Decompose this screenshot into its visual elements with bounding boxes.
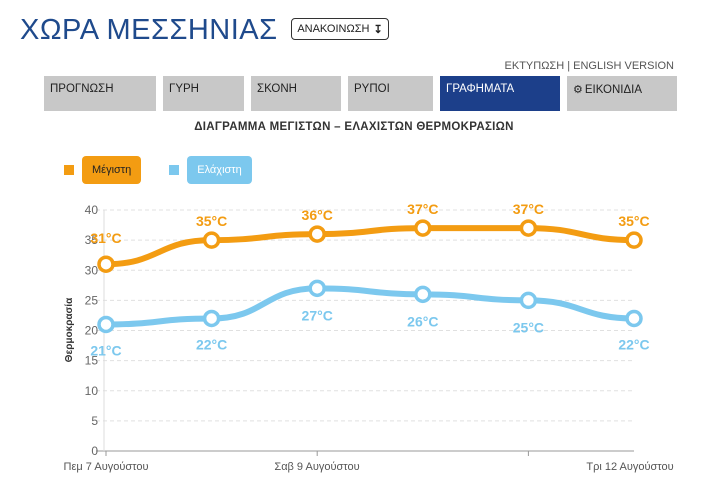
data-point-min[interactable]	[97, 315, 115, 334]
y-tick-label: 30	[85, 263, 99, 277]
x-tick-label: Πεμ 7 Αυγούστου	[64, 461, 149, 473]
data-label-min: 21°C	[90, 342, 121, 358]
y-tick-label: 25	[85, 293, 99, 307]
legend-label-max: Μέγιστη	[82, 156, 142, 184]
y-tick-label: 15	[85, 354, 99, 368]
y-tick-label: 40	[85, 203, 99, 217]
tab-dust[interactable]: ΣΚΟΝΗ	[251, 76, 341, 111]
x-tick-label: Τρι 12 Αυγούστου	[586, 461, 673, 473]
link-separator: |	[567, 60, 571, 72]
tab-pollen[interactable]: ΓΥΡΗ	[163, 76, 244, 111]
english-version-link[interactable]: ENGLISH VERSION	[573, 60, 674, 72]
y-axis-label: Θερμοκρασία	[64, 297, 75, 362]
chart-legend: Μέγιστη Ελάχιστη	[64, 156, 252, 184]
tab-pollutants[interactable]: ΡΥΠΟΙ	[348, 76, 433, 111]
data-label-max: 31°C	[90, 230, 121, 246]
data-label-max: 37°C	[407, 201, 438, 217]
tab-label: ΣΚΟΝΗ	[257, 83, 297, 95]
data-point-min[interactable]	[519, 291, 538, 310]
series-line-max	[103, 225, 637, 268]
data-point-max[interactable]	[202, 231, 221, 249]
data-label-min: 22°C	[618, 336, 649, 352]
legend-item-min[interactable]: Ελάχιστη	[169, 156, 252, 184]
tab-label: ΕΙΚΟΝΙΔΙΑ	[584, 84, 643, 96]
data-label-max: 36°C	[302, 207, 333, 223]
print-link[interactable]: ΕΚΤΥΠΩΣΗ	[504, 60, 565, 72]
y-tick-label: 35	[85, 233, 99, 247]
data-point-max[interactable]	[97, 255, 115, 273]
data-label-max: 35°C	[618, 213, 649, 229]
tab-forecast[interactable]: ΠΡΟΓΝΩΣΗ	[44, 76, 156, 111]
tab-label: ΓΡΑΦΗΜΑΤΑ	[446, 83, 515, 95]
data-point-max[interactable]	[625, 231, 643, 249]
tab-label: ΓΥΡΗ	[169, 83, 199, 95]
data-label-min: 27°C	[302, 307, 333, 323]
x-tick-label: Σαβ 9 Αυγούστου	[274, 461, 359, 473]
legend-swatch-max	[64, 165, 74, 175]
legend-swatch-min	[169, 165, 180, 175]
y-tick-label: 0	[91, 444, 98, 458]
arrow-down-icon: ↧	[373, 23, 383, 36]
data-point-min[interactable]	[625, 309, 643, 328]
data-label-max: 37°C	[513, 201, 544, 217]
data-point-max[interactable]	[308, 225, 326, 243]
tab-icons[interactable]: ⚙ ΕΙΚΟΝΙΔΙΑ	[567, 76, 677, 111]
tab-label: ΡΥΠΟΙ	[354, 83, 390, 95]
data-label-min: 25°C	[513, 319, 544, 335]
announcement-label: ΑΝΑΚΟΙΝΩΣΗ	[297, 23, 370, 35]
gear-icon: ⚙	[573, 84, 583, 96]
announcement-button[interactable]: ΑΝΑΚΟΙΝΩΣΗ ↧	[291, 18, 389, 40]
y-tick-label: 5	[91, 414, 98, 428]
tab-charts[interactable]: ΓΡΑΦΗΜΑΤΑ	[440, 76, 560, 111]
data-point-min[interactable]	[202, 309, 221, 328]
data-point-min[interactable]	[414, 285, 432, 304]
y-tick-label: 10	[85, 384, 99, 398]
tab-label: ΠΡΟΓΝΩΣΗ	[50, 83, 114, 95]
data-point-max[interactable]	[414, 219, 432, 237]
page-title: ΧΩΡΑ ΜΕΣΣΗΝΙΑΣ	[20, 14, 278, 46]
data-label-min: 26°C	[407, 313, 438, 329]
series-line-min	[103, 285, 637, 328]
top-links: ΕΚΤΥΠΩΣΗ | ENGLISH VERSION	[505, 60, 674, 72]
legend-item-max[interactable]: Μέγιστη	[64, 156, 142, 184]
data-label-min: 22°C	[196, 336, 227, 352]
data-label-max: 35°C	[196, 213, 227, 229]
data-point-min[interactable]	[308, 279, 326, 298]
legend-label-min: Ελάχιστη	[187, 156, 252, 184]
chart-title: ΔΙΑΓΡΑΜΜΑ ΜΕΓΙΣΤΩΝ – ΕΛΑΧΙΣΤΩΝ ΘΕΡΜΟΚΡΑΣ…	[194, 121, 514, 133]
data-point-max[interactable]	[519, 219, 538, 237]
y-tick-label: 20	[85, 324, 99, 338]
